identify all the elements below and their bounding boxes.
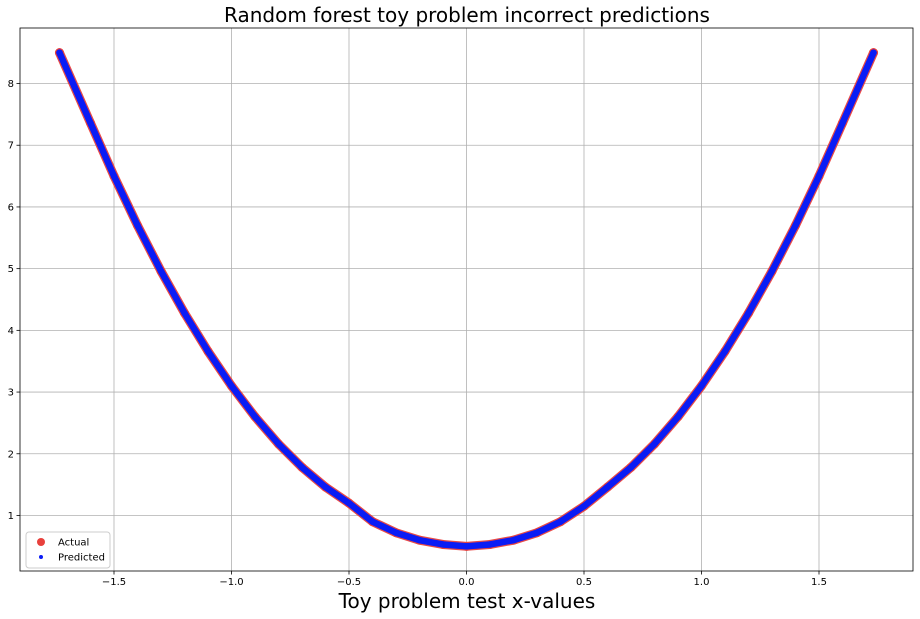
predicted-point: [275, 440, 282, 448]
grid-lines: [20, 28, 913, 571]
legend-marker-predicted: [39, 555, 43, 559]
legend-label-predicted: Predicted: [58, 553, 105, 564]
x-axis-label: Toy problem test x-values: [338, 589, 596, 613]
legend-marker-actual: [37, 538, 45, 546]
x-tick-label: 0.5: [576, 577, 592, 588]
x-tick-label: 1.0: [694, 577, 710, 588]
predicted-point: [416, 536, 423, 544]
y-tick-label: 1: [8, 511, 14, 522]
legend-label-actual: Actual: [58, 538, 89, 549]
predicted-point: [110, 172, 118, 180]
predicted-point: [204, 348, 212, 355]
y-tick-label: 6: [8, 202, 14, 213]
predicted-point: [698, 382, 705, 390]
predicted-point: [815, 172, 823, 180]
x-tick-label: −1.0: [219, 577, 243, 588]
y-tick-label: 4: [8, 326, 14, 337]
x-tick-label: 0.0: [459, 577, 475, 588]
legend: Actual Predicted: [25, 531, 111, 569]
predicted-point: [251, 413, 259, 420]
predicted-point: [56, 49, 63, 56]
predicted-point: [298, 464, 306, 471]
predicted-point: [604, 483, 611, 491]
predicted-point: [463, 543, 470, 550]
predicted-point: [651, 440, 658, 448]
predicted-point: [557, 518, 564, 525]
predicted-point: [181, 309, 188, 317]
x-tick-label: −0.5: [337, 577, 361, 588]
series-group: [54, 48, 879, 551]
y-tick-label: 2: [8, 449, 14, 460]
predicted-point: [392, 529, 400, 536]
predicted-point: [839, 119, 846, 127]
predicted-point: [721, 348, 729, 355]
series-predicted: [56, 49, 877, 550]
predicted-point: [510, 536, 517, 544]
predicted-point: [768, 267, 776, 275]
axis-ticks: −1.5 −1.0 −0.5 0.0 0.5 1.0 1.5 1 2 3 4 5 6 7 8: [8, 79, 827, 588]
predicted-point: [134, 222, 141, 229]
predicted-point: [580, 503, 588, 510]
predicted-point: [870, 49, 877, 56]
x-tick-label: −1.5: [102, 577, 126, 588]
predicted-point: [627, 464, 635, 471]
predicted-point: [745, 309, 752, 317]
predicted-point: [486, 541, 494, 548]
predicted-point: [87, 119, 94, 127]
predicted-point: [322, 483, 329, 491]
predicted-point: [228, 382, 235, 390]
y-tick-label: 3: [8, 388, 14, 399]
predicted-point: [439, 541, 447, 548]
predicted-point: [533, 529, 541, 536]
predicted-point: [157, 267, 165, 275]
y-tick-label: 5: [8, 264, 14, 275]
predicted-point: [674, 413, 682, 420]
predicted-point: [345, 499, 353, 507]
chart-title: Random forest toy problem incorrect pred…: [224, 3, 710, 27]
x-tick-label: 1.5: [811, 577, 827, 588]
legend-box: [25, 531, 111, 569]
y-tick-label: 8: [8, 79, 14, 90]
predicted-point: [369, 518, 376, 525]
y-tick-label: 7: [8, 141, 14, 152]
predicted-point: [792, 222, 799, 229]
